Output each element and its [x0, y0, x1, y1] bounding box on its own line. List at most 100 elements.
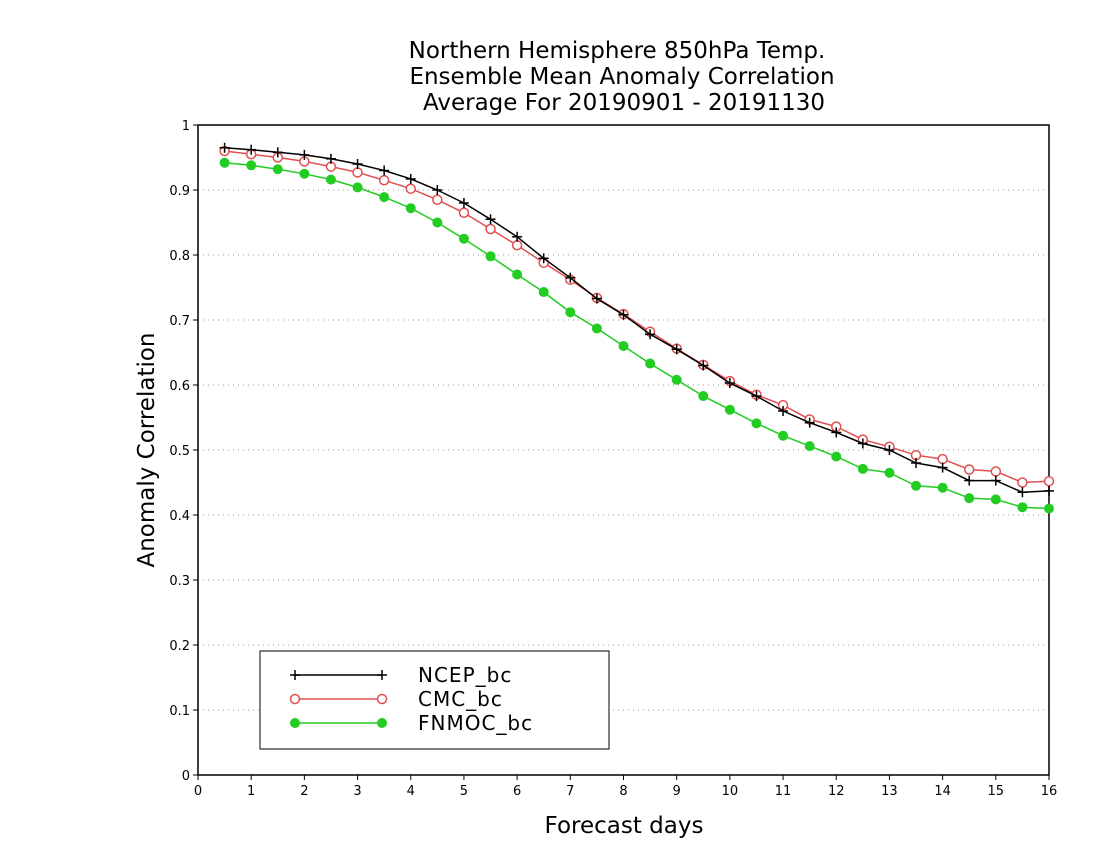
point-ncep-bc-19 — [724, 378, 735, 389]
x-tick-label-3: 3 — [353, 784, 361, 799]
point-fnmoc-bc-16 — [645, 358, 656, 369]
point-fnmoc-bc-27 — [937, 482, 948, 493]
point-fnmoc-bc-21 — [778, 430, 789, 441]
point-ncep-bc-18 — [698, 360, 709, 371]
x-tick-label-16: 16 — [1041, 784, 1058, 799]
point-ncep-bc-17 — [671, 344, 682, 355]
series-line-cmc-bc — [224, 150, 1050, 484]
point-ncep-bc-2 — [272, 147, 283, 158]
point-cmc-bc-11 — [511, 240, 523, 251]
title-line-1: Northern Hemisphere 850hPa Temp. — [409, 38, 826, 64]
y-tick-label-6: 0.6 — [169, 379, 190, 394]
point-ncep-bc-16 — [645, 329, 656, 340]
title-line-3: Average For 20190901 - 20191130 — [423, 90, 825, 116]
x-tick-label-11: 11 — [775, 784, 792, 799]
point-cmc-bc-28 — [963, 464, 975, 475]
y-tick-label-7: 0.7 — [169, 314, 190, 329]
point-fnmoc-bc-20 — [751, 418, 762, 429]
point-cmc-bc-27 — [937, 453, 948, 465]
y-tick-label-8: 0.8 — [169, 249, 190, 264]
point-ncep-bc-29 — [990, 475, 1001, 486]
x-tick-label-1: 1 — [247, 784, 255, 799]
x-tick-label-8: 8 — [619, 784, 627, 799]
legend-marker-left-fnmoc-bc — [290, 718, 300, 728]
point-fnmoc-bc-13 — [565, 307, 576, 318]
point-ncep-bc-3 — [299, 149, 310, 160]
x-tick-label-4: 4 — [407, 784, 415, 799]
point-ncep-bc-28 — [964, 475, 975, 486]
point-fnmoc-bc-19 — [724, 404, 735, 415]
point-cmc-bc-29 — [990, 466, 1002, 477]
point-ncep-bc-4 — [325, 153, 336, 164]
point-ncep-bc-30 — [1017, 487, 1028, 498]
legend-marker-left-ncep-bc — [290, 670, 300, 680]
point-fnmoc-bc-26 — [911, 480, 922, 491]
point-fnmoc-bc-28 — [964, 493, 975, 504]
point-fnmoc-bc-12 — [538, 287, 549, 298]
chart-title: Northern Hemisphere 850hPa Temp. Ensembl… — [409, 38, 835, 116]
point-cmc-bc-7 — [405, 183, 416, 194]
x-tick-label-12: 12 — [828, 784, 845, 799]
x-tick-label-0: 0 — [194, 784, 202, 799]
point-fnmoc-bc-25 — [884, 467, 895, 478]
y-tick-label-9: 0.9 — [169, 184, 190, 199]
point-fnmoc-bc-7 — [405, 203, 416, 214]
x-tick-label-5: 5 — [460, 784, 468, 799]
point-cmc-bc-8 — [432, 194, 443, 205]
point-fnmoc-bc-30 — [1017, 502, 1028, 513]
x-tick-label-9: 9 — [673, 784, 681, 799]
y-axis-label: Anomaly Correlation — [134, 332, 160, 567]
title-line-2: Ensemble Mean Anomaly Correlation — [409, 64, 834, 90]
point-ncep-bc-1 — [246, 144, 257, 155]
point-fnmoc-bc-14 — [591, 323, 602, 334]
legend-box — [259, 650, 610, 750]
point-cmc-bc-30 — [1017, 477, 1028, 488]
point-ncep-bc-31 — [1044, 485, 1054, 496]
point-ncep-bc-27 — [937, 462, 948, 473]
series-layer — [219, 142, 1055, 514]
point-fnmoc-bc-10 — [485, 251, 496, 262]
point-ncep-bc-8 — [432, 185, 443, 195]
point-ncep-bc-26 — [911, 458, 922, 468]
y-tick-label-1: 0.1 — [169, 704, 190, 719]
point-cmc-bc-10 — [485, 223, 496, 235]
point-fnmoc-bc-31 — [1044, 503, 1054, 514]
x-tick-label-2: 2 — [300, 784, 308, 799]
y-tick-label-2: 0.2 — [169, 639, 190, 654]
point-fnmoc-bc-8 — [432, 217, 443, 228]
point-fnmoc-bc-6 — [379, 192, 390, 203]
point-fnmoc-bc-29 — [990, 494, 1001, 505]
point-ncep-bc-5 — [352, 159, 363, 169]
legend-marker-right-fnmoc-bc — [377, 718, 387, 728]
point-ncep-bc-6 — [379, 165, 390, 176]
point-fnmoc-bc-0 — [219, 157, 230, 168]
y-tick-label-3: 0.3 — [169, 574, 190, 589]
point-ncep-bc-22 — [804, 417, 815, 428]
point-ncep-bc-11 — [512, 231, 523, 242]
point-fnmoc-bc-2 — [272, 164, 283, 175]
x-axis-label: Forecast days — [545, 813, 704, 839]
point-fnmoc-bc-3 — [299, 168, 310, 179]
legend-label-cmc-bc: CMC_bc — [418, 687, 503, 711]
point-fnmoc-bc-4 — [325, 174, 336, 185]
point-ncep-bc-13 — [565, 272, 576, 283]
x-tick-label-14: 14 — [934, 784, 951, 799]
y-tick-label-4: 0.4 — [169, 509, 190, 524]
point-ncep-bc-20 — [751, 391, 762, 402]
x-tick-label-10: 10 — [722, 784, 739, 799]
point-cmc-bc-5 — [352, 167, 363, 178]
series-line-ncep-bc — [224, 147, 1050, 494]
point-ncep-bc-12 — [538, 253, 549, 264]
point-ncep-bc-24 — [857, 438, 868, 449]
y-tick-label-5: 0.5 — [169, 444, 190, 459]
grid — [198, 189, 1049, 711]
point-fnmoc-bc-11 — [512, 269, 523, 280]
legend-marker-right-cmc-bc — [376, 693, 388, 705]
point-fnmoc-bc-1 — [246, 160, 257, 171]
point-ncep-bc-9 — [458, 198, 469, 208]
legend-marker-left-cmc-bc — [289, 693, 301, 705]
point-ncep-bc-23 — [831, 427, 842, 438]
legend-label-ncep-bc: NCEP_bc — [418, 663, 512, 687]
